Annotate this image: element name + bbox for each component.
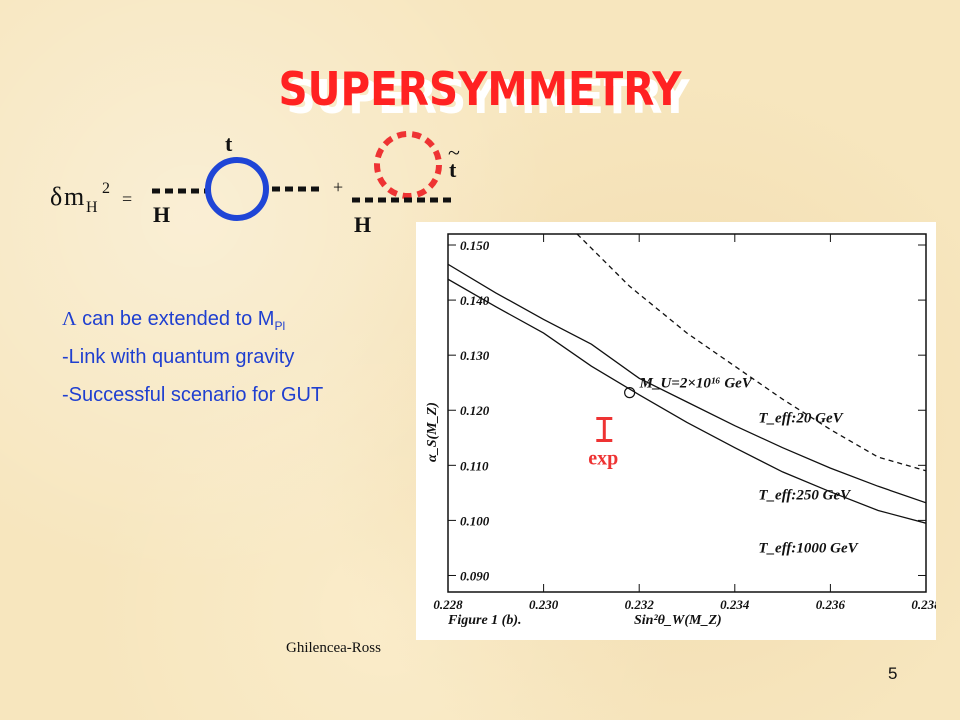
- stop-loop: [374, 131, 442, 199]
- page-number: 5: [888, 664, 898, 683]
- coupling-chart: 0.228 0.230 0.232 0.234 0.236 0.238 0.090 0.100…: [416, 222, 936, 640]
- top-label: t: [225, 131, 233, 156]
- stop-tilde: ~: [448, 140, 460, 165]
- series-line-3: [448, 278, 926, 524]
- y-tick-label: 0.150: [460, 238, 490, 253]
- lhs-superscript: 2: [102, 180, 110, 197]
- bullet-quantum-gravity: -Link with quantum gravity: [62, 346, 295, 368]
- x-tick-label: 0.236: [816, 597, 846, 612]
- chart-caption: Figure 1 (b).: [447, 613, 522, 628]
- x-tick-label: 0.230: [529, 597, 559, 612]
- bullet-lambda-text: can be extended to M: [76, 308, 275, 330]
- y-axis-label: α_S(M_Z): [425, 402, 440, 462]
- credit: Ghilencea-Ross: [286, 640, 381, 656]
- bullet-gut: -Successful scenario for GUT: [62, 384, 324, 406]
- y-tick-label: 0.100: [460, 513, 490, 528]
- lhs-delta: δ: [50, 182, 62, 211]
- exp-label: exp: [588, 448, 618, 470]
- lhs-subscript: H: [86, 199, 98, 216]
- bullet-list: Λ can be extended to MPl -Link with quan…: [62, 306, 323, 420]
- x-tick-label: 0.228: [433, 597, 463, 612]
- series-line-1: [576, 234, 926, 472]
- y-tick-label: 0.130: [460, 348, 490, 363]
- title-area: SUPERSYMMETRY SUPERSYMMETRY: [0, 62, 960, 124]
- series-label-1: T_eff:20 GeV: [758, 410, 844, 426]
- x-tick-label: 0.234: [720, 597, 750, 612]
- annotation-point: [624, 387, 636, 399]
- exp-error-bar: [596, 417, 613, 443]
- lambda-symbol: Λ: [62, 308, 77, 330]
- top-loop: [205, 157, 269, 221]
- plus-sign: +: [333, 177, 343, 197]
- y-tick-label: 0.140: [460, 293, 490, 308]
- x-tick-label: 0.232: [625, 597, 655, 612]
- stop-label: t: [449, 157, 457, 182]
- series-label-3: T_eff:1000 GeV: [758, 540, 859, 556]
- series-label-2: T_eff:250 GeV: [758, 487, 852, 503]
- lhs-m: m: [64, 182, 84, 211]
- equals-sign: =: [122, 189, 132, 209]
- planck-subscript: Pl: [274, 319, 286, 333]
- x-tick-label: 0.238: [911, 597, 936, 612]
- slide-title: SUPERSYMMETRY: [278, 62, 682, 116]
- series-line-2: [448, 263, 926, 504]
- slide-title-shadow: SUPERSYMMETRY: [286, 70, 690, 124]
- chart-svg: 0.228 0.230 0.232 0.234 0.236 0.238 0.090 0.100…: [425, 233, 936, 628]
- higgs-label-2: H: [354, 212, 371, 237]
- bullet-lambda: Λ can be extended to MPl: [62, 306, 323, 344]
- y-tick-label: 0.110: [460, 458, 489, 473]
- x-axis-label: Sin²θ_W(M_Z): [634, 613, 722, 628]
- plot-frame: [447, 233, 927, 593]
- higgs-label-1: H: [153, 202, 170, 227]
- y-tick-label: 0.090: [460, 568, 490, 583]
- y-tick-label: 0.120: [460, 403, 490, 418]
- mu-annotation: M_U=2×10¹⁶ GeV: [639, 376, 754, 392]
